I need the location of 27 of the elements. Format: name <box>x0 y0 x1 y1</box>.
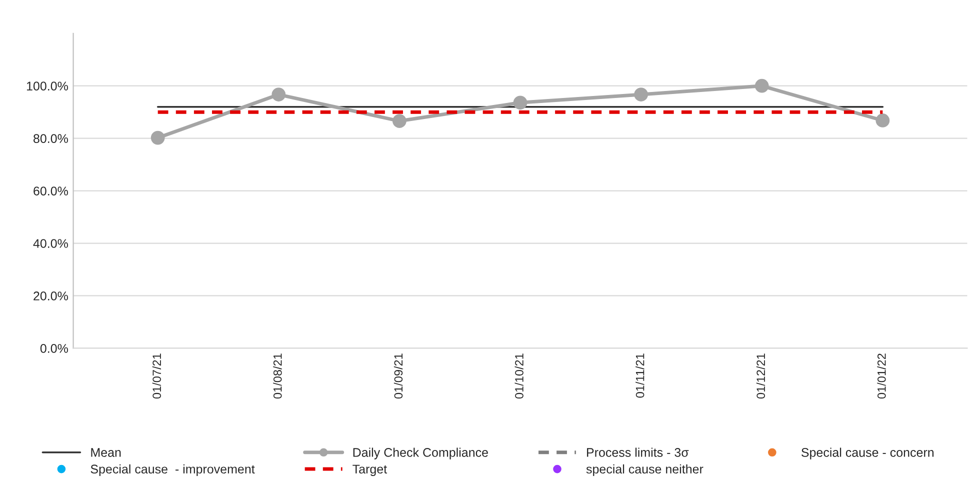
x-tick-label: 01/07/21 <box>152 354 162 399</box>
point <box>392 114 406 128</box>
legend-label: Special cause - improvement <box>90 464 255 476</box>
point <box>272 88 286 102</box>
legend-label: Process limits - 3σ <box>587 448 689 457</box>
x-tick-label: 01/09/21 <box>394 354 403 399</box>
legend-label: Target <box>352 464 387 476</box>
x-tick-label: 01/10/21 <box>514 354 524 399</box>
y-tick-label: 20.0% <box>34 292 68 300</box>
y-tick-label: 100.0% <box>26 82 68 91</box>
point <box>634 88 648 102</box>
y-tick-label: 60.0% <box>34 186 68 196</box>
y-tick-label: 40.0% <box>33 239 68 248</box>
legend-label: Daily Check Compliance <box>353 448 488 460</box>
x-tick-label: 01/01/22 <box>877 354 886 399</box>
y-tick-label: 80.0% <box>34 134 68 143</box>
legend-label: special cause neither <box>586 464 704 476</box>
x-tick-label: 01/08/21 <box>273 354 282 399</box>
point <box>513 96 528 110</box>
x-tick-label: 01/12/21 <box>756 354 766 399</box>
legend-label: Special cause - concern <box>801 448 934 460</box>
legend-label: Mean <box>91 448 121 457</box>
point <box>150 130 165 145</box>
point <box>876 114 890 128</box>
x-tick-label: 01/11/21 <box>636 354 644 398</box>
point <box>754 78 769 93</box>
y-tick-label: 0.0% <box>40 344 68 353</box>
